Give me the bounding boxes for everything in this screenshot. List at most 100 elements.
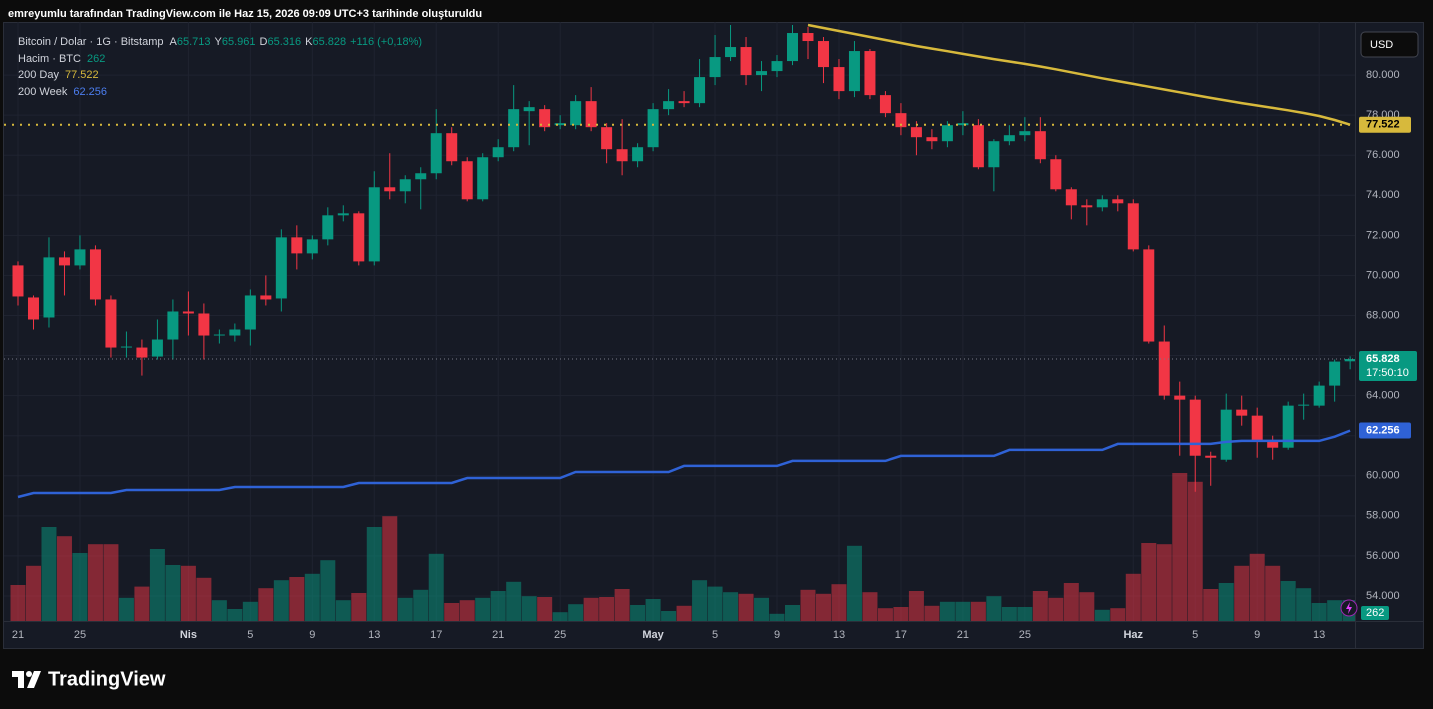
candle-body [1267,441,1279,448]
volume-bar [103,544,119,621]
candle-body [1081,205,1093,208]
candle-body [151,339,163,357]
candle-body [1205,455,1217,458]
volume-bar [304,573,320,621]
candle-body [833,67,845,92]
ma-name: 200 Week [18,86,68,98]
currency-button[interactable] [1360,31,1419,58]
volume-bar [1249,553,1265,621]
y-tick-label: 80.000 [1366,69,1400,81]
candle-body [926,137,938,142]
plot-area [4,23,1355,499]
candle-body [1050,159,1062,190]
candle-body [1329,361,1341,386]
volume-bar [1048,597,1064,621]
volume-bar [568,604,584,621]
readout-key: D [260,36,268,48]
volume-bar [1218,583,1234,621]
readout-value: 65.316 [267,36,301,48]
grid [4,22,1355,621]
x-tick-label: Haz [1123,629,1143,641]
volume-bar [769,613,785,621]
volume-bar [630,605,646,621]
volume-bar [444,603,460,621]
candle-body [337,213,349,216]
volume-bar [134,586,150,621]
volume-bar [661,611,677,621]
volume-bar [583,597,599,621]
volume-bar [1327,600,1343,621]
candle-body [136,347,148,358]
volume-last: 262 [87,53,105,65]
candle-body [167,311,179,340]
candle-body [910,127,922,138]
x-tick-label: Nis [180,629,197,641]
x-tick-label: 9 [1254,629,1260,641]
volume-bar [815,593,831,621]
currency-label[interactable]: USD [1370,39,1393,51]
legend-ma-week: 200 Week 62.256 [18,86,107,98]
candle-body [461,161,473,200]
volume-bar [800,589,816,621]
volume-pane [10,473,1355,621]
volume-bar [56,536,72,621]
alert-bolt [1346,602,1352,614]
volume-bar [506,581,522,621]
candle-body [570,101,582,126]
candle-body [1143,249,1155,342]
volume-bar [1001,607,1017,621]
x-tick-label: 17 [430,629,442,641]
y-tick-label: 56.000 [1366,550,1400,562]
candle-body [1034,131,1046,160]
candle-body [89,249,101,300]
candle-body [709,57,721,78]
candle-body [740,47,752,76]
ma-line [17,429,1351,499]
volume-bar [428,553,444,621]
volume-bar [707,586,723,621]
candle-body [43,257,55,318]
x-tick-label: 5 [712,629,718,641]
legend-ma-day: 200 Day 77.522 [18,69,99,81]
candle-body [895,113,907,128]
candle-body [275,237,287,299]
candle-body [787,33,798,62]
volume-bar [521,596,537,621]
candle-body [27,297,39,320]
volume-bar [41,527,57,621]
volume-bar [1234,565,1250,621]
volume-bar [1311,603,1327,621]
volume-bar [537,597,553,621]
x-tick-label: 25 [554,629,566,641]
candle-body [1298,404,1310,406]
volume-bar [599,597,615,621]
candle-body [384,187,396,192]
volume-bar [227,609,243,621]
volume-tag [1361,606,1389,620]
x-tick-label: May [642,629,664,641]
readout-value: 65.961 [222,36,256,48]
ma-last: 77.522 [65,69,99,81]
candle-body [848,51,860,92]
volume-bar [877,608,893,621]
ma-price-tag [1359,422,1411,439]
volume-bar [986,596,1002,621]
candle-body [771,61,783,72]
volume-bar [1280,581,1296,621]
volume-bar [1032,591,1048,621]
volume-bar [335,600,351,621]
candle-body [244,295,256,330]
candle-body [725,47,737,58]
candle-body [1344,359,1355,362]
candle-body [879,95,891,114]
candle-body [58,257,70,266]
brand: TradingView [48,668,166,690]
y-tick-label: 68.000 [1366,309,1400,321]
candle-body [322,215,334,240]
candle-body [802,33,814,42]
volume-bar [258,588,274,621]
candle-body [539,109,551,128]
brand-logo [12,671,41,688]
candle-body [1174,395,1186,400]
